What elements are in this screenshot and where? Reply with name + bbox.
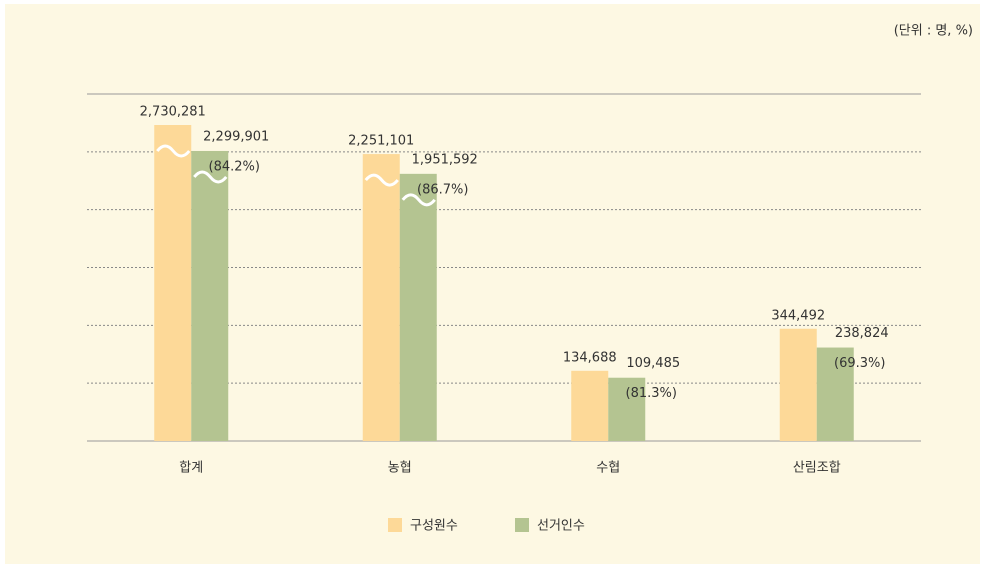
axis-break xyxy=(156,144,191,158)
x-tick-label: 산림조합 xyxy=(793,461,841,476)
bar xyxy=(779,328,817,441)
x-tick-label: 수협 xyxy=(596,461,620,476)
legend-label: 구성원수 xyxy=(410,519,458,534)
value-label: 344,492 xyxy=(771,308,825,323)
rate-label: (69.3%) xyxy=(834,356,885,371)
bar xyxy=(571,370,609,441)
axis-break xyxy=(401,193,436,207)
value-label: 2,251,101 xyxy=(348,134,414,149)
axis-break xyxy=(364,173,399,187)
rate-label: (84.2%) xyxy=(209,159,260,174)
legend-label: 선거인수 xyxy=(537,519,585,534)
bar xyxy=(608,377,646,441)
legend-swatch xyxy=(515,518,529,532)
bar xyxy=(191,150,229,441)
value-label: 2,730,281 xyxy=(140,105,206,120)
rate-label: (81.3%) xyxy=(626,386,677,401)
x-tick-label: 농협 xyxy=(388,461,412,476)
unit-note: (단위 : 명, %) xyxy=(894,24,973,39)
value-label: 2,299,901 xyxy=(203,129,269,144)
bar xyxy=(362,154,400,441)
panel xyxy=(5,4,980,564)
bar xyxy=(816,347,854,441)
x-tick-label: 합계 xyxy=(179,461,203,476)
axis-break xyxy=(193,170,228,184)
value-label: 109,485 xyxy=(626,356,680,371)
rate-label: (86.7%) xyxy=(417,182,468,197)
value-label: 238,824 xyxy=(835,326,889,341)
bar xyxy=(154,125,192,441)
value-label: 134,688 xyxy=(563,350,617,365)
legend-swatch xyxy=(388,518,402,532)
bar xyxy=(399,173,437,442)
value-label: 1,951,592 xyxy=(412,152,478,167)
